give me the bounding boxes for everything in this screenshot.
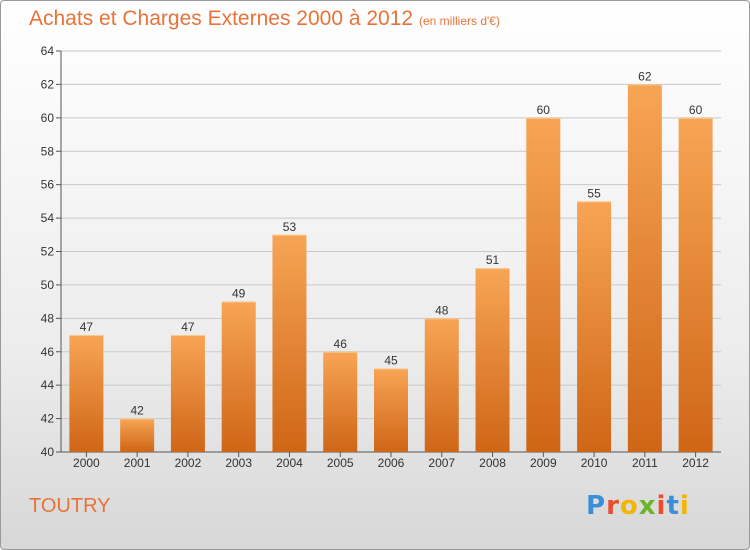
y-tick-label: 48 [41,311,55,325]
x-tick-label: 2004 [276,456,303,470]
x-tick-label: 2002 [175,456,202,470]
data-label: 51 [486,253,500,267]
bar [526,117,561,452]
x-tick-label: 2010 [581,456,608,470]
x-tick-label: 2005 [327,456,354,470]
data-label: 47 [80,320,94,334]
y-tick-label: 62 [41,77,55,91]
x-tick-label: 2008 [479,456,506,470]
data-label: 49 [232,287,246,301]
bar [374,368,408,452]
chart-subtitle: (en milliers d'€) [419,14,500,28]
labels: 40 42 44 46 48 50 52 54 56 58 60 62 64 47 2000 42 2001 47… [41,44,710,470]
commune-name: TOUTRY [29,495,111,517]
data-label: 45 [384,353,398,367]
bar [170,335,205,452]
bar [221,301,256,452]
x-tick-label: 2006 [378,456,405,470]
data-label: 60 [689,103,703,117]
bars [69,84,713,453]
x-tick-label: 2011 [632,456,658,470]
x-tick-label: 2009 [530,456,557,470]
bar [323,351,358,452]
data-label: 46 [334,337,348,351]
bar [627,84,662,453]
chart-title: Achats et Charges Externes 2000 à 2012 [29,7,414,30]
bar [577,201,612,452]
y-tick-label: 52 [41,245,55,259]
bar [475,268,510,452]
bar [69,335,104,452]
y-tick-label: 54 [41,211,55,225]
x-tick-label: 2003 [225,456,252,470]
y-tick-label: 42 [41,412,55,426]
data-label: 62 [638,69,652,83]
y-tick-label: 58 [41,144,55,158]
proxiti-logo: Proxiti [586,491,690,521]
data-label: 55 [587,186,601,200]
y-tick-label: 40 [41,445,55,459]
bar [424,318,459,452]
x-tick-label: 2000 [73,456,100,470]
bar [120,418,155,452]
data-label: 48 [435,303,449,317]
data-label: 53 [283,220,297,234]
y-tick-label: 56 [41,178,55,192]
bar [678,117,713,452]
y-tick-label: 60 [41,111,55,125]
data-label: 47 [181,320,195,334]
x-tick-label: 2012 [682,456,709,470]
y-tick-label: 64 [41,44,55,58]
x-tick-label: 2001 [124,456,151,470]
bar [272,234,307,452]
data-label: 60 [537,103,551,117]
data-label: 42 [130,404,144,418]
y-tick-label: 50 [41,278,55,292]
x-tick-label: 2007 [428,456,455,470]
y-tick-label: 46 [41,345,55,359]
y-tick-label: 44 [41,378,55,392]
